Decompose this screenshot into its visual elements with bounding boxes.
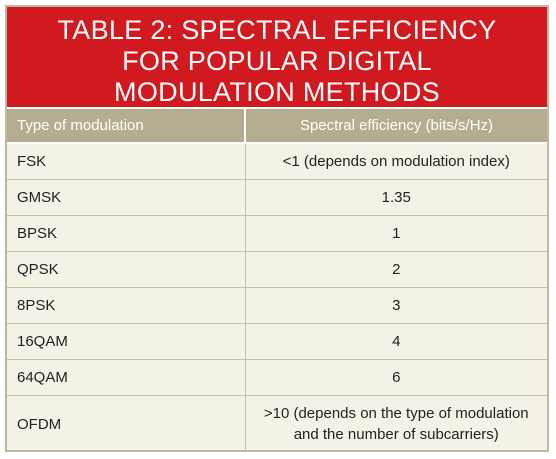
table-row: 16QAM 4 — [7, 323, 547, 360]
modulation-type-cell: 16QAM — [7, 323, 245, 360]
header-row: Type of modulation Spectral efficiency (… — [7, 109, 547, 144]
table-row: QPSK 2 — [7, 251, 547, 288]
efficiency-cell: 4 — [244, 323, 547, 360]
table-row: 64QAM 6 — [7, 359, 547, 396]
header-efficiency: Spectral efficiency (bits/s/Hz) — [244, 109, 547, 144]
modulation-type-cell: FSK — [17, 153, 47, 170]
modulation-type-cell: BPSK — [7, 215, 245, 252]
efficiency-cell: 1.35 — [244, 179, 547, 216]
modulation-type-cell: OFDM — [7, 395, 245, 452]
table-row: OFDM >10 (depends on the type of modulat… — [7, 395, 547, 452]
table-title: TABLE 2: SPECTRAL EFFICIENCY FOR POPULAR… — [7, 7, 547, 109]
efficiency-cell: 6 — [244, 359, 547, 396]
title-line-2: FOR POPULAR DIGITAL — [122, 46, 432, 76]
header-type: Type of modulation — [7, 109, 245, 144]
title-line-3: MODULATION METHODS — [114, 77, 440, 107]
efficiency-line-2: and the number of subcarriers) — [293, 426, 499, 443]
spectral-efficiency-table: Type of modulation Spectral efficiency (… — [7, 109, 547, 452]
table-row: GMSK 1.35 — [7, 179, 547, 216]
table-row: FSK <1 (depends on modulation index) — [7, 143, 547, 180]
modulation-type-cell: QPSK — [7, 251, 245, 288]
table-row: 8PSK 3 — [7, 287, 547, 324]
efficiency-line-1: >10 (depends on the type of modulation — [263, 405, 529, 422]
efficiency-cell: <1 (depends on modulation index) — [244, 143, 547, 180]
efficiency-cell: 1 — [244, 215, 547, 252]
modulation-type-cell: GMSK — [7, 179, 245, 216]
modulation-type-cell: 8PSK — [7, 287, 245, 324]
efficiency-cell: 2 — [244, 251, 547, 288]
efficiency-cell: >10 (depends on the type of modulation a… — [244, 395, 547, 452]
efficiency-cell: 3 — [244, 287, 547, 324]
modulation-type-cell: 64QAM — [7, 359, 245, 396]
title-line-1: TABLE 2: SPECTRAL EFFICIENCY — [57, 15, 497, 45]
table-frame: TABLE 2: SPECTRAL EFFICIENCY FOR POPULAR… — [5, 5, 549, 452]
table-row: BPSK 1 — [7, 215, 547, 252]
